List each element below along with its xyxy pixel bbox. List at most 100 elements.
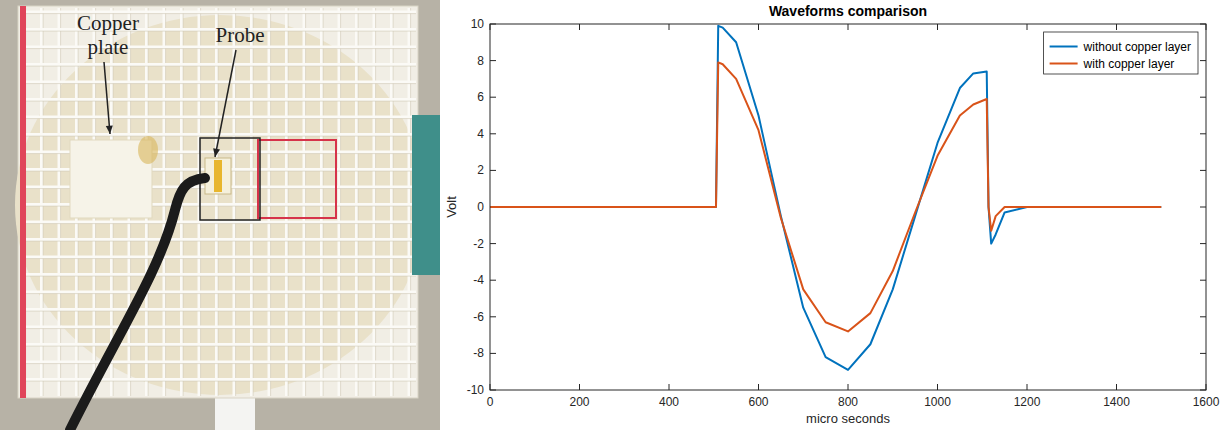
- legend-label: without copper layer: [1083, 40, 1191, 54]
- grid-bar: [20, 98, 416, 101]
- grid-bar: [20, 221, 416, 224]
- grid-bar: [20, 308, 416, 311]
- x-tick-label: 1400: [1103, 395, 1130, 409]
- arrow-head: [106, 125, 113, 134]
- plot-frame: [490, 24, 1206, 390]
- x-axis-title: micro seconds: [806, 411, 890, 426]
- arrow-head: [213, 148, 220, 157]
- y-tick: [490, 280, 496, 281]
- y-tick: [490, 353, 496, 354]
- y-tick-label: -2: [473, 237, 484, 251]
- stain: [138, 136, 158, 164]
- y-tick-label: -4: [473, 273, 484, 287]
- x-tick: [579, 24, 580, 30]
- legend-label: with copper layer: [1083, 57, 1175, 71]
- grid-shadow: [20, 328, 416, 329]
- grid-bar: [20, 133, 416, 136]
- x-tick-label: 1600: [1193, 395, 1220, 409]
- figure: CopperplateProbe020040060080010001200140…: [0, 0, 1231, 430]
- grid-shadow: [20, 66, 416, 67]
- y-tick-label: -8: [473, 346, 484, 360]
- y-tick-label: 2: [477, 163, 484, 177]
- x-tick-label: 1000: [924, 395, 951, 409]
- y-tick: [1200, 243, 1206, 244]
- x-tick-label: 0: [487, 395, 494, 409]
- grid-shadow: [20, 101, 416, 102]
- holder: [412, 115, 440, 275]
- y-tick-label: 0: [477, 200, 484, 214]
- probe-strip: [214, 160, 222, 192]
- grid-shadow: [20, 83, 416, 84]
- grid-shadow: [20, 241, 416, 242]
- plot-area: [490, 24, 1206, 390]
- y-tick-label: 4: [477, 127, 484, 141]
- grid-shadow: [20, 48, 416, 49]
- x-tick-label: 1200: [1014, 395, 1041, 409]
- grid-shadow: [20, 223, 416, 224]
- y-tick: [490, 133, 496, 134]
- photo-label-line: plate: [88, 35, 129, 59]
- x-tick: [848, 384, 849, 390]
- y-tick-label: 8: [477, 54, 484, 68]
- x-tick: [937, 24, 938, 30]
- photo-label-line: Copper: [77, 11, 139, 35]
- x-tick: [758, 384, 759, 390]
- photo: Copperplate Probe: [0, 0, 440, 430]
- y-tick: [490, 316, 496, 317]
- grid-shadow: [20, 276, 416, 277]
- board-grid: [20, 8, 416, 396]
- grid-bar: [20, 116, 416, 119]
- stand: [215, 395, 255, 430]
- x-tick-label: 800: [838, 395, 858, 409]
- y-tick: [1200, 60, 1206, 61]
- x-tick: [848, 24, 849, 30]
- grid-bar: [20, 326, 416, 329]
- photo-label: Copperplate: [77, 11, 139, 59]
- x-tick: [1027, 384, 1028, 390]
- grid-shadow: [20, 136, 416, 137]
- red-square: [258, 140, 336, 218]
- photo-label: Probe: [216, 23, 265, 47]
- series-group: [490, 26, 1161, 370]
- y-tick: [490, 243, 496, 244]
- x-tick-label: 600: [748, 395, 768, 409]
- cable: [70, 178, 205, 430]
- x-tick: [937, 384, 938, 390]
- photo-label-line: Probe: [216, 23, 265, 47]
- legend: without copper layer with copper layer: [1044, 32, 1198, 74]
- grid-bar: [20, 256, 416, 259]
- grid-bar: [20, 273, 416, 276]
- grid-shadow: [20, 346, 416, 347]
- y-tick: [1200, 316, 1206, 317]
- y-tick: [1200, 133, 1206, 134]
- y-tick: [490, 97, 496, 98]
- board: [18, 6, 418, 398]
- x-tick: [1116, 384, 1117, 390]
- chart: 02004006008001000120014001600-10-8-6-4-2…: [444, 3, 1220, 426]
- x-tick-label: 400: [659, 395, 679, 409]
- y-tick: [1200, 207, 1206, 208]
- grid-bar: [20, 291, 416, 294]
- grid-bar: [20, 238, 416, 241]
- y-tick-label: -10: [467, 383, 485, 397]
- legend-box: [1044, 32, 1198, 74]
- grid-shadow: [20, 258, 416, 259]
- y-tick-label: 10: [471, 17, 485, 31]
- x-tick: [579, 384, 580, 390]
- grid-shadow: [20, 363, 416, 364]
- x-tick: [758, 24, 759, 30]
- y-tick: [1200, 280, 1206, 281]
- x-tick: [669, 384, 670, 390]
- grid-shadow: [20, 293, 416, 294]
- grid-bar: [20, 63, 416, 66]
- y-tick-label: -6: [473, 310, 484, 324]
- y-tick: [1200, 97, 1206, 98]
- x-tick: [669, 24, 670, 30]
- y-tick: [490, 170, 496, 171]
- legend-swatch: [1050, 46, 1078, 48]
- y-tick: [1200, 170, 1206, 171]
- chart-title: Waveforms comparison: [769, 3, 927, 19]
- series-line: [490, 62, 1161, 331]
- y-tick-label: 6: [477, 90, 484, 104]
- x-tick: [1116, 24, 1117, 30]
